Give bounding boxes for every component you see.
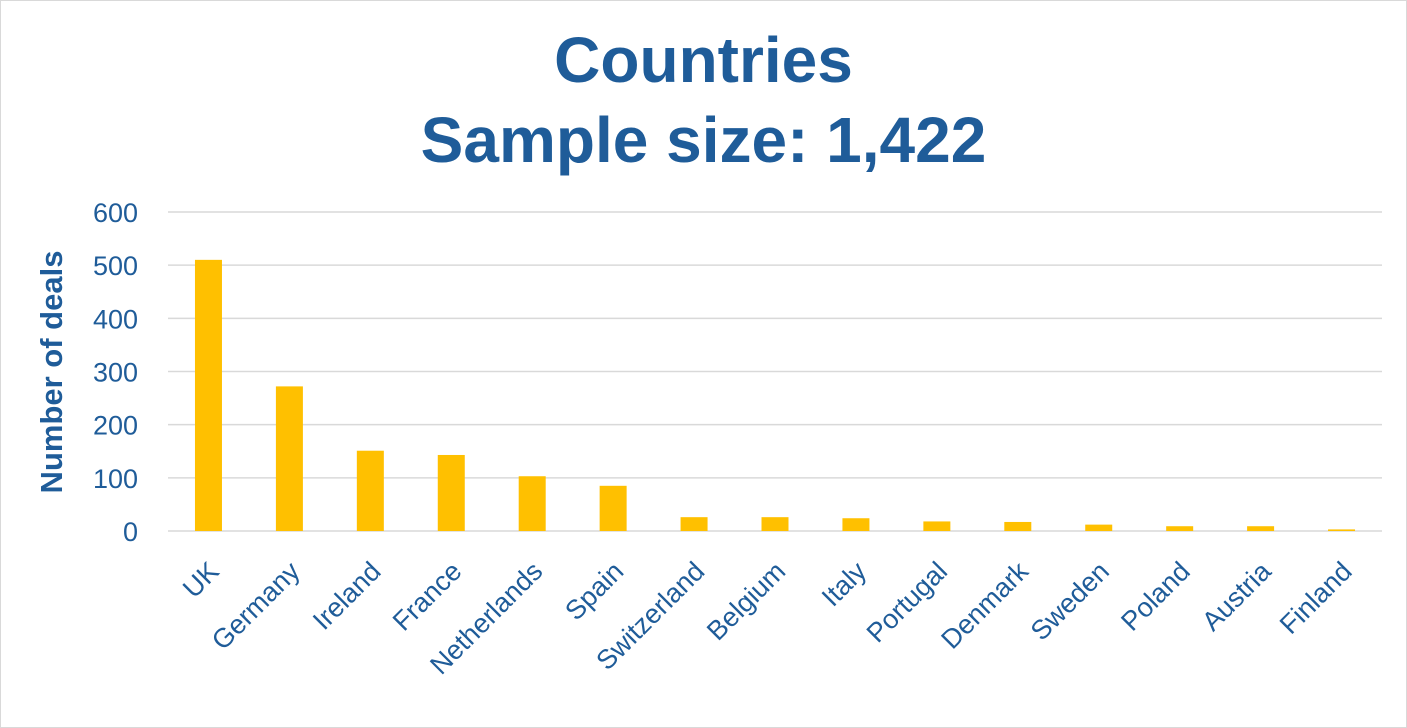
y-tick-label: 600 <box>93 198 138 228</box>
bar-denmark <box>1004 521 1032 531</box>
bar-italy <box>842 518 870 531</box>
bar-poland <box>1166 526 1194 531</box>
bar-spain <box>599 485 627 531</box>
chart-subtitle: Sample size: 1,422 <box>420 104 987 176</box>
y-axis-ticks: 0 100 200 300 400 500 600 <box>93 198 138 547</box>
bar-germany <box>275 386 303 531</box>
chart-title: Countries <box>554 24 853 96</box>
bar-sweden <box>1085 524 1113 531</box>
y-tick-label: 0 <box>123 517 138 547</box>
x-tick-label: Finland <box>1274 556 1358 640</box>
y-tick-label: 300 <box>93 358 138 388</box>
x-tick-label: Ireland <box>307 556 387 636</box>
x-tick-label: UK <box>177 556 225 604</box>
bar-austria <box>1247 526 1275 531</box>
bar-uk <box>194 259 222 531</box>
bar-belgium <box>761 517 789 531</box>
x-tick-label: Sweden <box>1025 556 1115 646</box>
x-tick-label: Spain <box>559 556 629 626</box>
x-tick-label: Poland <box>1115 556 1196 637</box>
y-axis-label: Number of deals <box>34 251 69 494</box>
bar-switzerland <box>680 517 708 531</box>
gridlines <box>168 211 1382 532</box>
x-tick-label: France <box>387 556 468 637</box>
x-tick-label: Italy <box>816 556 873 613</box>
bar-portugal <box>923 521 951 531</box>
x-tick-label: Belgium <box>701 556 791 646</box>
y-tick-label: 100 <box>93 464 138 494</box>
bar-finland <box>1328 529 1356 531</box>
x-tick-label: Austria <box>1196 555 1277 636</box>
y-tick-label: 400 <box>93 304 138 334</box>
bar-netherlands <box>518 476 546 531</box>
x-tick-label: Germany <box>206 556 306 656</box>
x-tick-label: Denmark <box>935 556 1034 655</box>
y-tick-label: 500 <box>93 251 138 281</box>
y-tick-label: 200 <box>93 411 138 441</box>
bar-ireland <box>356 450 384 531</box>
bar-france <box>437 454 465 531</box>
bars <box>194 259 1356 531</box>
